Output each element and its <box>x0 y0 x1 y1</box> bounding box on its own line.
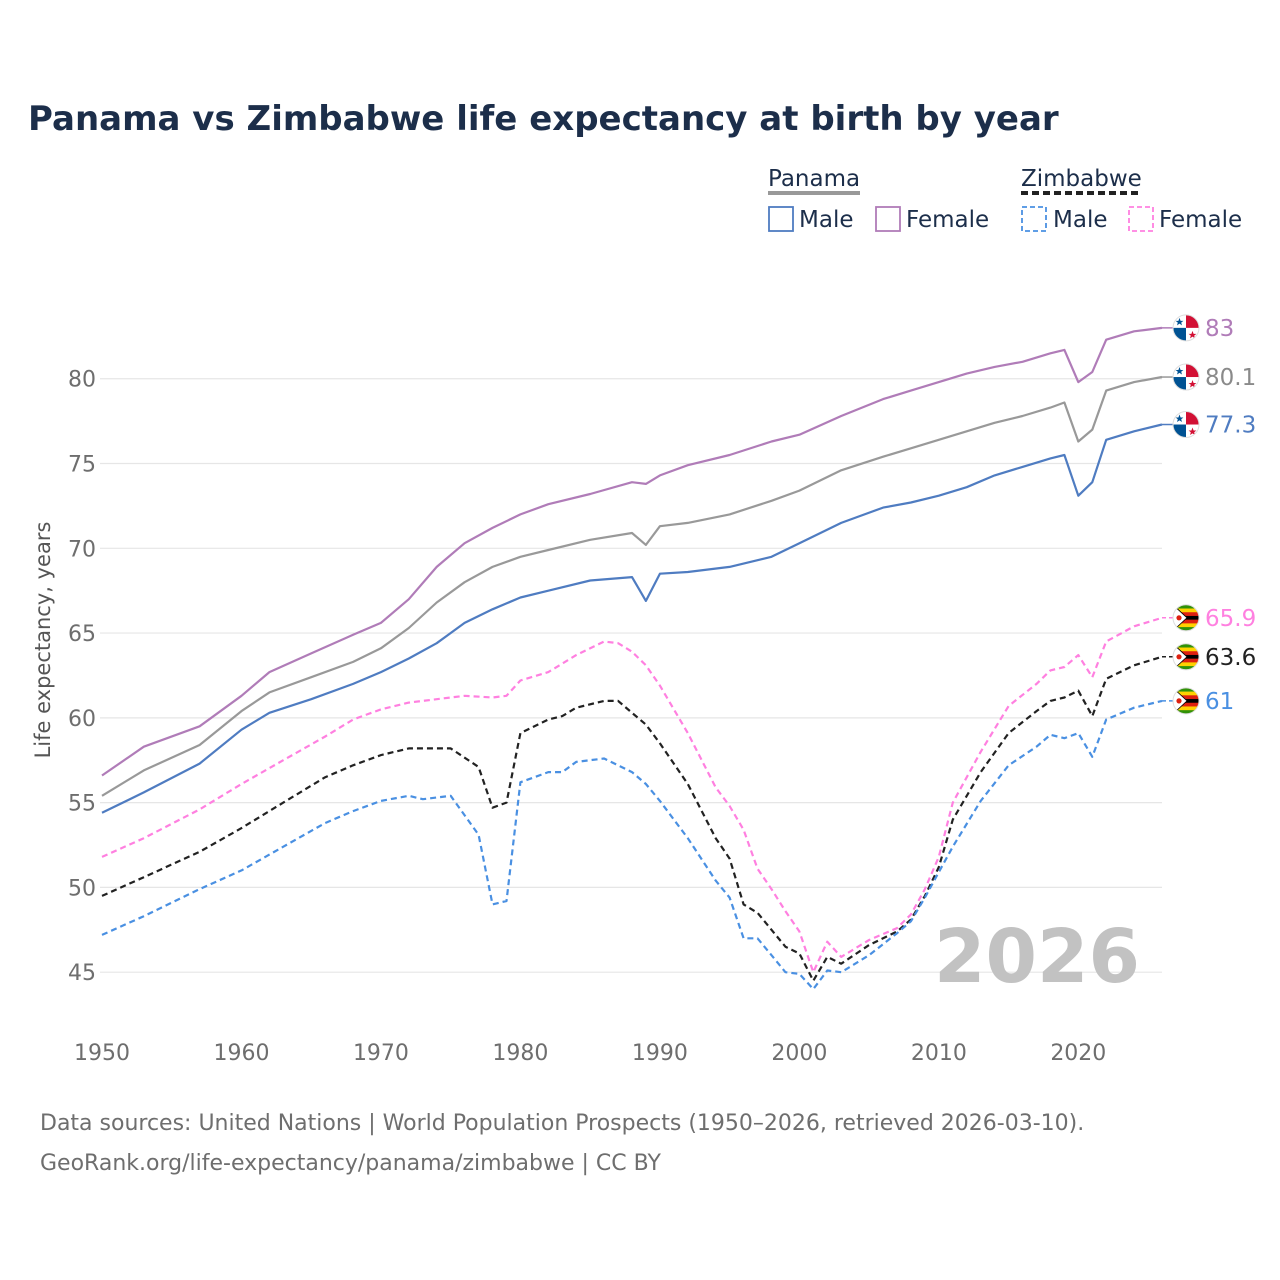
x-axis-ticks: 1950 1960 1970 1980 1990 2000 2010 2020 <box>74 1041 1106 1066</box>
legend-zim-male-swatch <box>1021 206 1047 232</box>
series-line-zim-female <box>101 616 1163 974</box>
end-label-panama-female: 83 <box>1205 316 1234 342</box>
flag-panama-icon-panama-male <box>1172 411 1200 439</box>
series-lines <box>101 326 1163 991</box>
y-tick-label: 60 <box>68 707 96 732</box>
x-tick-label: 1960 <box>213 1041 269 1066</box>
x-tick-label: 1980 <box>492 1041 548 1066</box>
end-label-panama-male: 77.3 <box>1205 413 1256 439</box>
legend-panama-female-swatch <box>875 206 901 232</box>
x-tick-label: 1990 <box>632 1041 688 1066</box>
flag-zimbabwe-icon-zim-female <box>1172 604 1200 632</box>
year-watermark: 2026 <box>934 914 1140 1000</box>
legend-zim-female-swatch <box>1128 206 1154 232</box>
series-line-panama-female <box>101 326 1163 777</box>
chart-title: Panama vs Zimbabwe life expectancy at bi… <box>28 99 1059 139</box>
x-tick-label: 1970 <box>353 1041 409 1066</box>
end-label-zim-female: 65.9 <box>1205 606 1256 632</box>
y-axis-label: Life expectancy, years <box>31 522 55 759</box>
y-axis-ticks: 45 50 55 60 65 70 75 80 <box>68 368 96 986</box>
legend-panama-female-label: Female <box>906 207 989 233</box>
y-tick-label: 65 <box>68 622 96 647</box>
x-tick-label: 2010 <box>911 1041 967 1066</box>
x-tick-label: 1950 <box>74 1041 130 1066</box>
series-line-panama-total <box>101 375 1163 797</box>
flag-zimbabwe-icon-zim-male <box>1172 687 1200 715</box>
end-label-zim-male: 61 <box>1205 689 1234 715</box>
source-line-1: Data sources: United Nations | World Pop… <box>40 1111 1084 1136</box>
flag-panama-icon-panama-total <box>1172 363 1200 391</box>
legend-zim-female-label: Female <box>1159 207 1242 233</box>
x-tick-label: 2020 <box>1050 1041 1106 1066</box>
y-tick-label: 80 <box>68 368 96 393</box>
end-labels: 83 80.1 77.3 65.9 63.6 61 <box>1205 316 1256 715</box>
legend-zim-male-label: Male <box>1053 207 1107 233</box>
end-label-zim-total: 63.6 <box>1205 645 1256 671</box>
legend: Panama Male Female Zimbabwe Male Female <box>768 166 1242 233</box>
y-tick-label: 75 <box>68 453 96 478</box>
y-tick-label: 45 <box>68 961 96 986</box>
flag-zimbabwe-icon-zim-total <box>1172 643 1200 671</box>
y-tick-label: 50 <box>68 876 96 901</box>
source-line-2: GeoRank.org/life-expectancy/panama/zimba… <box>40 1151 662 1176</box>
legend-group-panama: Panama <box>768 166 860 192</box>
y-tick-label: 70 <box>68 537 96 562</box>
flag-markers <box>1162 314 1200 715</box>
flag-panama-icon-panama-female <box>1172 314 1200 342</box>
x-tick-label: 2000 <box>771 1041 827 1066</box>
series-line-panama-male <box>101 423 1163 814</box>
series-line-zim-total <box>101 655 1163 982</box>
y-tick-label: 55 <box>68 792 96 817</box>
legend-panama-male-label: Male <box>799 207 853 233</box>
legend-panama-male-swatch <box>768 206 794 232</box>
gridlines <box>100 378 1162 973</box>
end-label-panama-total: 80.1 <box>1205 365 1256 391</box>
series-line-zim-male <box>101 699 1163 991</box>
legend-group-zimbabwe: Zimbabwe <box>1021 166 1142 192</box>
